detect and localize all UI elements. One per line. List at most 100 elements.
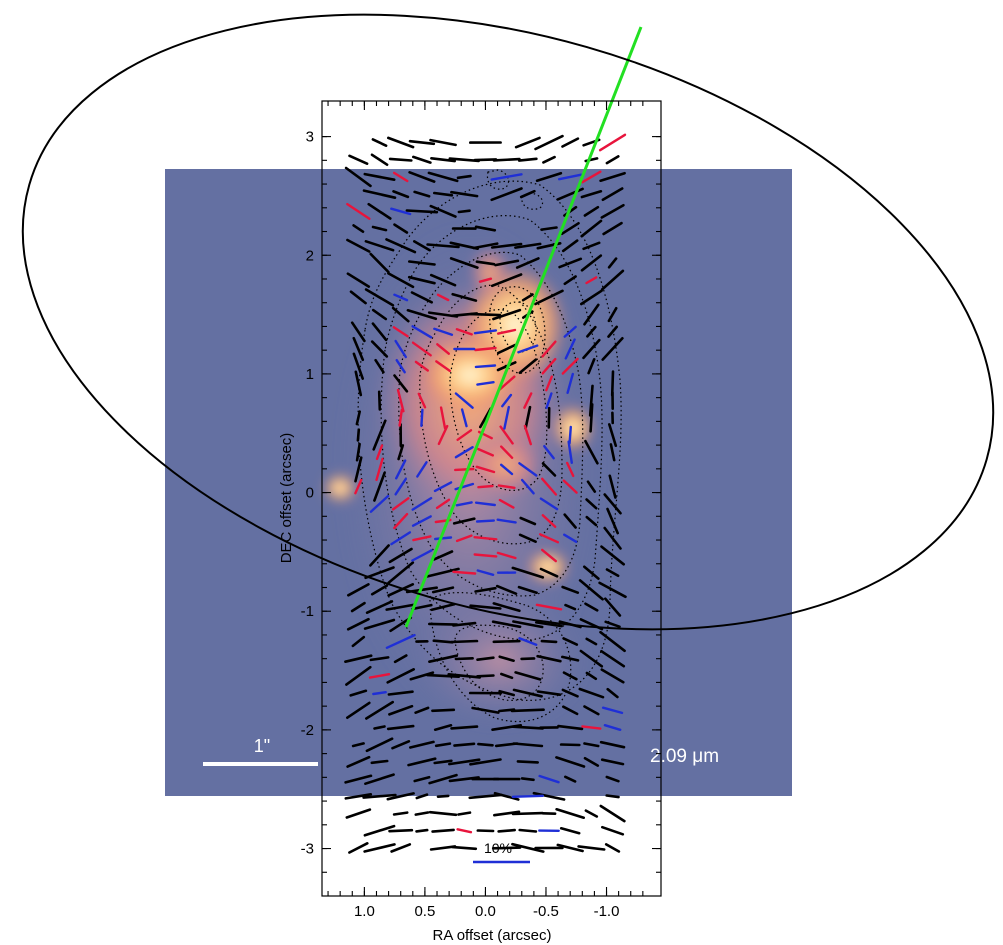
vector-black xyxy=(583,705,600,716)
vector-black xyxy=(577,845,606,851)
vector-blue xyxy=(496,518,517,524)
vector-black xyxy=(603,597,622,617)
vector-red xyxy=(439,406,447,430)
vector-black xyxy=(609,443,616,462)
vector-black xyxy=(452,517,476,525)
vector-black xyxy=(469,604,502,610)
vector-black xyxy=(377,390,382,411)
vector-black xyxy=(583,742,600,748)
vector-black xyxy=(390,843,412,853)
vector-black xyxy=(408,139,436,146)
vector-red xyxy=(436,343,450,355)
y-tick-label: 0 xyxy=(306,485,314,502)
vector-black xyxy=(521,293,534,302)
vector-black xyxy=(393,654,408,664)
plot-frame xyxy=(321,100,662,897)
vector-black xyxy=(354,370,363,397)
vector-blue xyxy=(603,724,622,731)
vector-red xyxy=(581,725,602,730)
vector-black xyxy=(410,291,434,304)
vector-black xyxy=(432,639,454,644)
vector-blue xyxy=(566,372,574,394)
vector-black xyxy=(429,204,457,218)
vector-black xyxy=(602,221,623,236)
vector-black xyxy=(583,303,600,326)
vector-red xyxy=(398,408,403,427)
vector-black xyxy=(605,155,620,165)
vector-black xyxy=(411,155,432,164)
vector-black xyxy=(364,240,395,252)
vector-black xyxy=(492,602,521,613)
vector-black xyxy=(344,774,373,784)
emission-tip xyxy=(470,246,510,298)
vector-black xyxy=(387,582,415,597)
vector-black xyxy=(352,336,365,362)
vector-blue xyxy=(433,481,453,493)
vector-black xyxy=(599,804,626,823)
vector-black xyxy=(369,252,390,274)
vector-black xyxy=(430,602,456,612)
vector-black xyxy=(562,637,579,646)
vector-blue xyxy=(395,459,407,480)
vector-black xyxy=(431,828,455,833)
vector-black xyxy=(559,826,581,835)
vector-black xyxy=(370,759,389,765)
vector-black xyxy=(393,223,409,234)
vector-black xyxy=(450,639,479,644)
vector-blue xyxy=(518,637,538,646)
vector-black xyxy=(469,312,502,317)
vector-black xyxy=(606,687,619,699)
contour-10 xyxy=(486,169,510,190)
vector-black xyxy=(580,254,603,272)
vector-black xyxy=(355,442,361,462)
vector-black xyxy=(434,742,452,748)
x-tick-label: 0.5 xyxy=(414,903,435,920)
vector-black xyxy=(386,792,415,801)
vector-black xyxy=(370,153,389,166)
vector-blue xyxy=(411,515,432,527)
vector-black xyxy=(415,793,429,800)
vector-black xyxy=(355,410,362,426)
vector-black xyxy=(541,462,557,477)
vector-red xyxy=(541,548,557,563)
vector-black xyxy=(492,639,521,644)
vector-blue xyxy=(411,496,433,511)
vector-black xyxy=(350,601,366,613)
vector-black xyxy=(364,566,395,580)
vector-black xyxy=(519,516,537,526)
vector-black xyxy=(517,157,538,162)
vector-red xyxy=(541,340,557,358)
scale-bar-label: 1" xyxy=(254,736,270,756)
vector-black xyxy=(426,673,461,679)
vector-black xyxy=(490,187,523,202)
vector-red xyxy=(473,536,498,541)
vector-black xyxy=(452,621,477,627)
vector-red xyxy=(454,467,475,472)
vector-black xyxy=(371,138,388,147)
vector-black xyxy=(512,688,543,698)
polarization-vectors-black xyxy=(344,134,627,854)
vector-red xyxy=(566,461,575,478)
vector-black xyxy=(514,242,542,249)
vector-black xyxy=(469,758,502,766)
vector-black xyxy=(430,157,457,163)
vector-black xyxy=(563,275,577,286)
vector-black xyxy=(560,655,580,662)
vector-black xyxy=(388,828,414,833)
vector-black xyxy=(407,260,436,266)
vector-red xyxy=(473,553,498,558)
vector-black xyxy=(499,672,514,680)
vector-black xyxy=(517,585,538,595)
vector-black xyxy=(518,533,537,544)
vector-red xyxy=(346,202,371,220)
vector-black xyxy=(348,154,369,165)
vector-black xyxy=(411,603,433,611)
vector-black xyxy=(363,172,396,181)
vector-black xyxy=(386,667,416,684)
y-tick-label: -2 xyxy=(301,722,314,739)
x-tick-label: 1.0 xyxy=(354,903,375,920)
vector-black xyxy=(362,793,397,799)
vector-red xyxy=(477,484,494,489)
vector-red xyxy=(396,388,405,413)
